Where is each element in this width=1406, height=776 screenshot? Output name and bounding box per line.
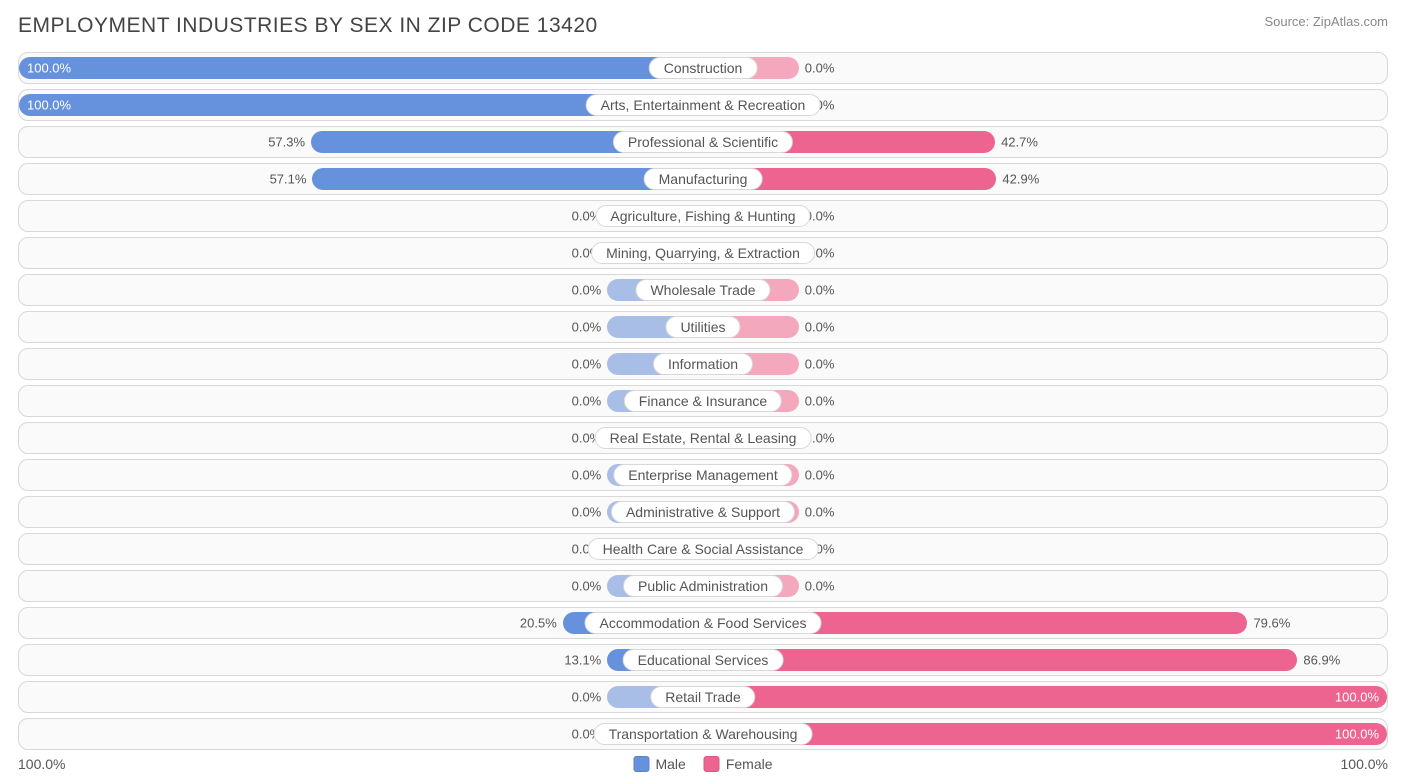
- female-value: 100.0%: [1335, 727, 1387, 742]
- chart-row: 20.5% 79.6% Accommodation & Food Services: [18, 607, 1388, 639]
- chart-row: 0.0% 0.0% Enterprise Management: [18, 459, 1388, 491]
- male-value: 57.1%: [270, 172, 307, 187]
- category-label: Wholesale Trade: [635, 279, 770, 301]
- chart-row: 0.0%0.0%Health Care & Social Assistance: [18, 533, 1388, 565]
- male-value: 0.0%: [572, 505, 602, 520]
- header: EMPLOYMENT INDUSTRIES BY SEX IN ZIP CODE…: [18, 14, 1388, 38]
- category-label: Educational Services: [623, 649, 784, 671]
- category-label: Construction: [649, 57, 758, 79]
- category-label: Information: [653, 353, 753, 375]
- category-label: Health Care & Social Assistance: [588, 538, 819, 560]
- male-value: 100.0%: [19, 61, 71, 76]
- female-value: 0.0%: [805, 61, 835, 76]
- legend-item-female: Female: [704, 756, 773, 772]
- swatch-male-icon: [633, 756, 649, 772]
- male-value: 0.0%: [572, 468, 602, 483]
- male-value: 0.0%: [572, 394, 602, 409]
- male-value: 0.0%: [572, 579, 602, 594]
- chart-row: 0.0%100.0%Transportation & Warehousing: [18, 718, 1388, 750]
- category-label: Public Administration: [623, 575, 783, 597]
- chart-row: 0.0% 0.0% Wholesale Trade: [18, 274, 1388, 306]
- category-label: Agriculture, Fishing & Hunting: [595, 205, 810, 227]
- category-label: Utilities: [665, 316, 740, 338]
- male-value: 0.0%: [572, 690, 602, 705]
- chart-row: 57.3% 42.7% Professional & Scientific: [18, 126, 1388, 158]
- category-label: Retail Trade: [650, 686, 755, 708]
- chart-row: 0.0% 0.0% Finance & Insurance: [18, 385, 1388, 417]
- female-value: 0.0%: [805, 320, 835, 335]
- category-label: Enterprise Management: [613, 464, 792, 486]
- chart-row: 0.0% 0.0% Information: [18, 348, 1388, 380]
- female-bar: [703, 649, 1297, 671]
- swatch-female-icon: [704, 756, 720, 772]
- chart-source: Source: ZipAtlas.com: [1264, 14, 1388, 29]
- chart-row: 0.0%0.0%Real Estate, Rental & Leasing: [18, 422, 1388, 454]
- female-value: 0.0%: [805, 394, 835, 409]
- category-label: Arts, Entertainment & Recreation: [586, 94, 821, 116]
- female-value: 0.0%: [805, 283, 835, 298]
- female-value: 0.0%: [805, 357, 835, 372]
- category-label: Transportation & Warehousing: [594, 723, 813, 745]
- chart-footer: 100.0% Male Female 100.0%: [18, 756, 1388, 772]
- category-label: Professional & Scientific: [613, 131, 793, 153]
- male-value: 0.0%: [572, 357, 602, 372]
- chart-title: EMPLOYMENT INDUSTRIES BY SEX IN ZIP CODE…: [18, 14, 598, 38]
- female-value: 0.0%: [805, 468, 835, 483]
- male-value: 100.0%: [19, 98, 71, 113]
- female-value: 100.0%: [1335, 690, 1387, 705]
- female-value: 86.9%: [1303, 653, 1340, 668]
- female-value: 0.0%: [805, 505, 835, 520]
- chart-row: 0.0%0.0%Agriculture, Fishing & Hunting: [18, 200, 1388, 232]
- category-label: Real Estate, Rental & Leasing: [595, 427, 812, 449]
- legend-label-male: Male: [655, 756, 685, 772]
- category-label: Finance & Insurance: [624, 390, 782, 412]
- male-value: 13.1%: [564, 653, 601, 668]
- chart-area: 100.0%0.0%Construction100.0%0.0%Arts, En…: [18, 52, 1388, 750]
- male-bar: [19, 57, 703, 79]
- chart-row: 57.1% 42.9% Manufacturing: [18, 163, 1388, 195]
- female-value: 42.7%: [1001, 135, 1038, 150]
- male-value: 57.3%: [268, 135, 305, 150]
- category-label: Accommodation & Food Services: [585, 612, 822, 634]
- chart-row: 0.0% 0.0% Public Administration: [18, 570, 1388, 602]
- chart-row: 0.0% 100.0% Retail Trade: [18, 681, 1388, 713]
- male-value: 0.0%: [572, 283, 602, 298]
- legend: Male Female: [633, 756, 772, 772]
- female-value: 0.0%: [805, 579, 835, 594]
- category-label: Mining, Quarrying, & Extraction: [591, 242, 815, 264]
- chart-row: 0.0%0.0%Mining, Quarrying, & Extraction: [18, 237, 1388, 269]
- male-value: 0.0%: [572, 320, 602, 335]
- legend-item-male: Male: [633, 756, 685, 772]
- category-label: Manufacturing: [644, 168, 763, 190]
- female-bar: [703, 686, 1387, 708]
- chart-row: 0.0% 0.0% Administrative & Support: [18, 496, 1388, 528]
- chart-row: 100.0% 0.0% Construction: [18, 52, 1388, 84]
- female-value: 79.6%: [1253, 616, 1290, 631]
- legend-label-female: Female: [726, 756, 773, 772]
- chart-row: 13.1% 86.9% Educational Services: [18, 644, 1388, 676]
- chart-row: 100.0%0.0%Arts, Entertainment & Recreati…: [18, 89, 1388, 121]
- male-value: 20.5%: [520, 616, 557, 631]
- female-value: 42.9%: [1002, 172, 1039, 187]
- chart-row: 0.0% 0.0% Utilities: [18, 311, 1388, 343]
- category-label: Administrative & Support: [611, 501, 795, 523]
- axis-label-right: 100.0%: [1341, 756, 1388, 772]
- axis-label-left: 100.0%: [18, 756, 65, 772]
